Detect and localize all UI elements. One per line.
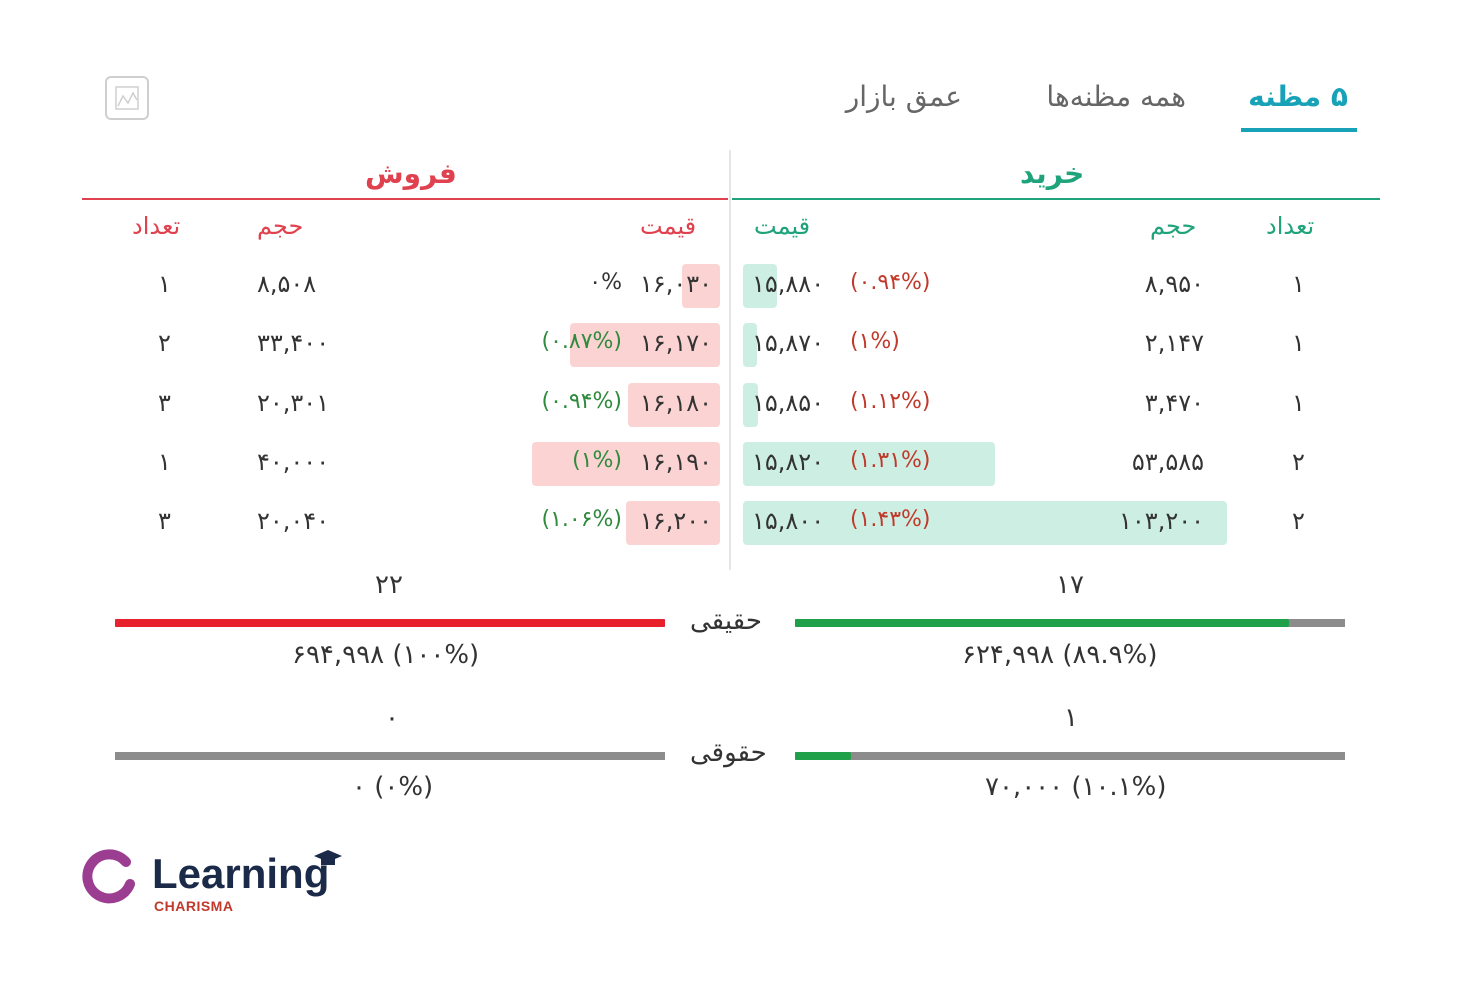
buy-count: ۱ — [1292, 270, 1305, 298]
logo-subtitle: CHARISMA — [154, 898, 234, 914]
sell-count-header: تعداد — [132, 212, 181, 240]
sell-price[interactable]: ۱۶,۲۰۰ — [639, 507, 712, 535]
sell-volume: ۸,۵۰۸ — [257, 270, 317, 298]
active-tab-indicator — [1241, 128, 1357, 132]
legal-buy-bar-fill — [795, 752, 851, 760]
center-divider — [729, 150, 731, 570]
buy-depth-bar — [743, 383, 758, 427]
sell-depth-bar — [626, 501, 720, 545]
logo — [80, 848, 136, 908]
buy-price-change: (۱%) — [850, 329, 900, 354]
buy-price[interactable]: ۱۵,۸۵۰ — [752, 389, 825, 417]
buy-depth-bar — [743, 501, 1227, 545]
buy-price[interactable]: ۱۵,۸۸۰ — [752, 270, 825, 298]
sell-price[interactable]: ۱۶,۱۸۰ — [639, 389, 712, 417]
real-buy-volume: ۶۲۴,۹۹۸ (۸۹.۹%) — [962, 640, 1158, 670]
sell-price-header: قیمت — [640, 212, 697, 240]
logo-name: Learning — [152, 850, 330, 897]
chart-toggle-button[interactable] — [105, 76, 149, 120]
sell-volume-header: حجم — [257, 212, 304, 240]
real-label: حقیقی — [690, 606, 762, 636]
graduation-cap-icon — [314, 850, 342, 865]
buy-volume-header: حجم — [1150, 212, 1197, 240]
buy-volume: ۳,۴۷۰ — [1144, 389, 1204, 417]
legal-label: حقوقی — [690, 738, 767, 768]
chart-icon — [115, 86, 139, 110]
buy-price[interactable]: ۱۵,۸۰۰ — [752, 507, 825, 535]
sell-price-change: (۱%) — [572, 448, 622, 473]
sell-depth-bar — [628, 383, 720, 427]
sell-count: ۱ — [158, 448, 171, 476]
sell-volume: ۲۰,۰۴۰ — [257, 507, 330, 535]
sell-price[interactable]: ۱۶,۱۷۰ — [639, 329, 712, 357]
sell-count: ۱ — [158, 270, 171, 298]
sell-title: فروش — [365, 157, 457, 190]
sell-price-change: (۱.۰۶%) — [541, 507, 622, 532]
buy-depth-bar — [743, 442, 995, 486]
sell-price[interactable]: ۱۶,۱۹۰ — [639, 448, 712, 476]
buy-volume: ۸,۹۵۰ — [1144, 270, 1204, 298]
sell-count: ۲ — [158, 329, 171, 357]
sell-depth-bar — [682, 264, 720, 308]
buy-count: ۲ — [1292, 507, 1305, 535]
real-sell-volume: ۶۹۴,۹۹۸ (۱۰۰%) — [292, 640, 480, 670]
buy-title: خرید — [1020, 157, 1085, 190]
real-buy-bar — [795, 619, 1345, 627]
buy-depth-bar — [743, 323, 757, 367]
buy-count-header: تعداد — [1266, 212, 1315, 240]
buy-price[interactable]: ۱۵,۸۷۰ — [752, 329, 825, 357]
sell-divider — [82, 198, 728, 200]
buy-volume: ۵۳,۵۸۵ — [1131, 448, 1204, 476]
buy-count: ۱ — [1292, 329, 1305, 357]
sell-volume: ۳۳,۴۰۰ — [257, 329, 330, 357]
tab-market-depth[interactable]: عمق بازار — [845, 80, 962, 113]
legal-sell-volume: ۰ (۰%) — [352, 772, 434, 802]
buy-price-change: (۱.۱۲%) — [850, 389, 931, 414]
sell-count: ۳ — [158, 389, 171, 417]
sell-depth-bar — [532, 442, 720, 486]
buy-count: ۲ — [1292, 448, 1305, 476]
sell-count: ۳ — [158, 507, 171, 535]
legal-buy-volume: ۷۰,۰۰۰ (۱۰.۱%) — [985, 772, 1167, 802]
buy-price-header: قیمت — [754, 212, 811, 240]
buy-volume: ۲,۱۴۷ — [1144, 329, 1204, 357]
sell-price-change: (۰.۹۴%) — [541, 389, 622, 414]
legal-buy-count: ۱ — [1064, 703, 1078, 733]
real-sell-bar — [115, 619, 665, 627]
logo-mark-icon — [82, 849, 135, 904]
tab-all-quotes[interactable]: همه مظنه‌ها — [1046, 80, 1186, 113]
buy-divider — [732, 198, 1380, 200]
real-sell-bar-fill — [115, 619, 665, 627]
buy-volume: ۱۰۳,۲۰۰ — [1119, 507, 1204, 535]
real-buy-bar-fill — [795, 619, 1289, 627]
real-sell-count: ۲۲ — [375, 570, 403, 600]
buy-price-change: (۱.۴۳%) — [850, 507, 931, 532]
buy-count: ۱ — [1292, 389, 1305, 417]
buy-price[interactable]: ۱۵,۸۲۰ — [752, 448, 825, 476]
buy-price-change: (۰.۹۴%) — [850, 270, 931, 295]
real-buy-count: ۱۷ — [1056, 570, 1084, 600]
sell-price-change: ۰% — [589, 270, 622, 295]
sell-depth-bar — [570, 323, 720, 367]
sell-volume: ۲۰,۳۰۱ — [257, 389, 330, 417]
buy-depth-bar — [743, 264, 777, 308]
buy-price-change: (۱.۳۱%) — [850, 448, 931, 473]
legal-buy-bar — [795, 752, 1345, 760]
sell-volume: ۴۰,۰۰۰ — [257, 448, 330, 476]
sell-price[interactable]: ۱۶,۰۳۰ — [639, 270, 712, 298]
sell-price-change: (۰.۸۷%) — [541, 329, 622, 354]
tab-5-quotes[interactable]: ۵ مظنه — [1248, 80, 1348, 113]
legal-sell-count: ۰ — [385, 703, 399, 733]
legal-sell-bar — [115, 752, 665, 760]
